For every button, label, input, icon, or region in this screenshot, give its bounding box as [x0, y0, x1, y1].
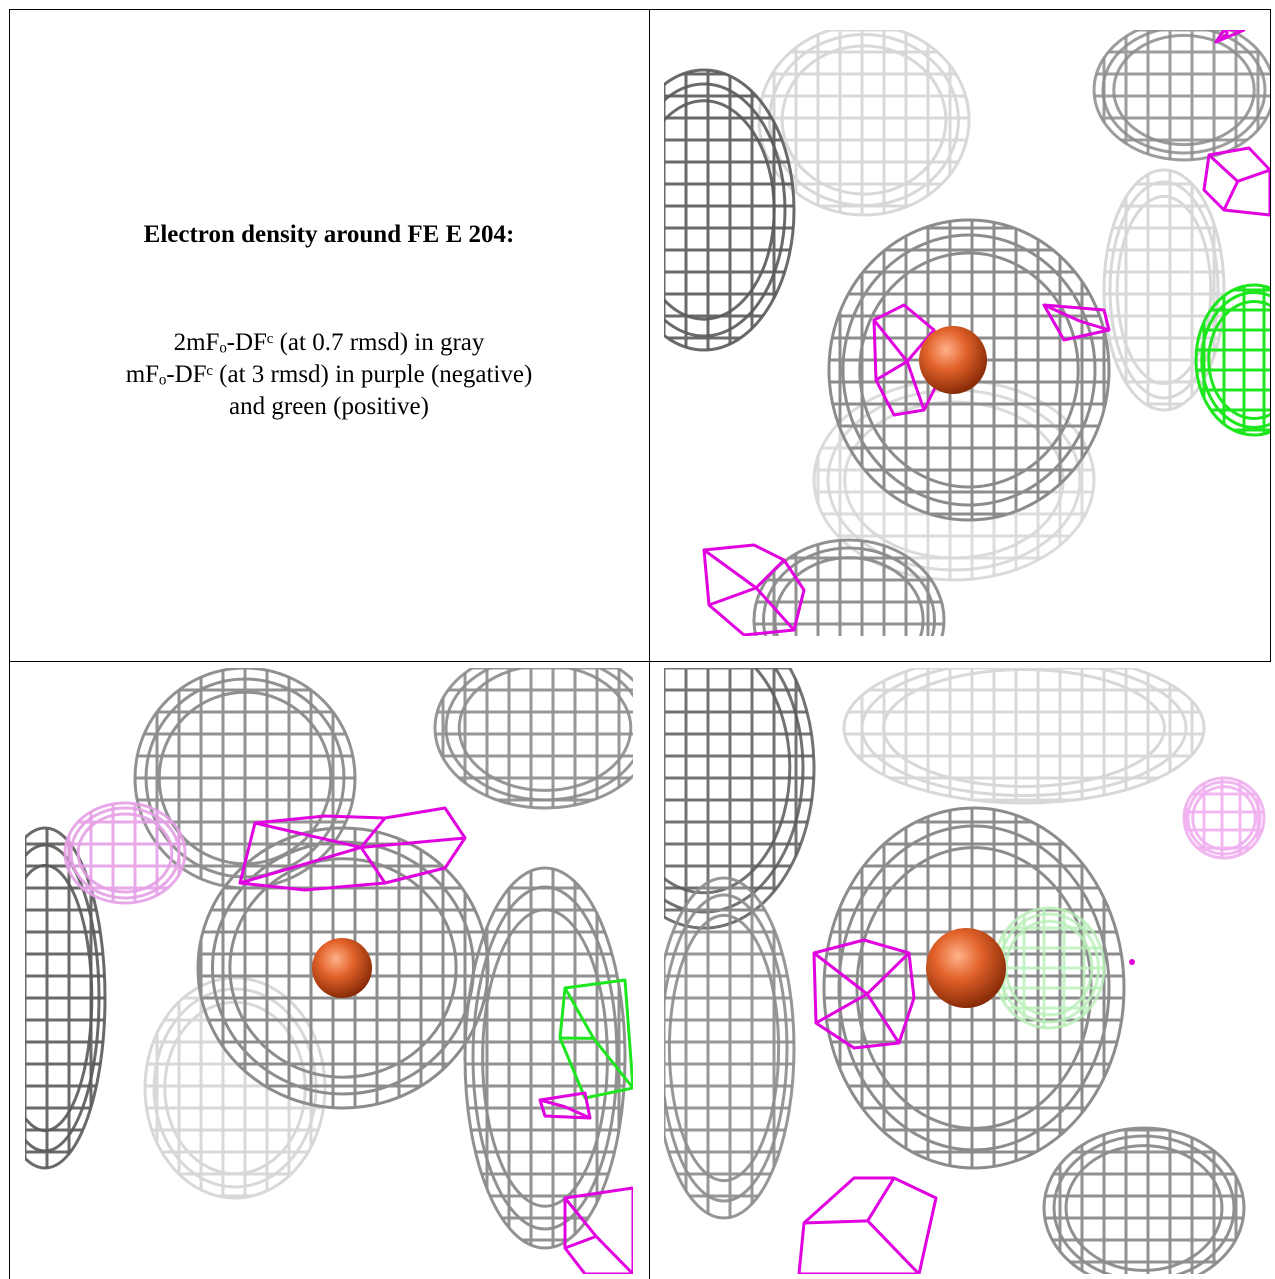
gray-mesh-bottom-right	[1044, 1128, 1244, 1274]
gray-mesh-left-contour	[664, 668, 816, 930]
gray-mesh-bottom	[754, 540, 944, 636]
fe-atom	[919, 326, 987, 394]
gray-mesh-bottom-right-contour	[1042, 1126, 1246, 1274]
gray-mesh-center-contour	[827, 218, 1111, 522]
divider-left	[9, 9, 10, 1279]
negative-density-bottom	[797, 1176, 938, 1274]
gray-mesh-top-contour	[842, 668, 1206, 805]
gray-mesh-top-right-contour	[433, 668, 633, 810]
negative-density-arm	[1042, 303, 1111, 342]
density-view-bottom-right	[664, 668, 1270, 1274]
gray-mesh-bottom-contour	[752, 538, 946, 636]
positive-density-right-contour	[1194, 283, 1270, 437]
caption-legend: 2mFₒ-DFᶜ (at 0.7 rmsd) in gray mFₒ-DFᶜ (…	[9, 327, 649, 423]
negative-density-small	[538, 1091, 592, 1120]
gray-mesh-top-right	[435, 668, 633, 808]
fe-atom	[312, 938, 372, 998]
gray-mesh-upper	[135, 668, 355, 888]
density-view-top-right	[664, 30, 1270, 636]
gray-mesh-lower-left-contour	[664, 876, 796, 1220]
gray-mesh-lower-left	[664, 878, 794, 1218]
negative-density-faint-contour	[1182, 776, 1266, 860]
gray-mesh-right	[465, 868, 625, 1248]
electron-density-view-icon	[25, 668, 633, 1274]
negative-density-faint-contour	[63, 801, 187, 905]
gray-mesh-left	[664, 668, 814, 928]
gray-mesh-upper-contour	[757, 30, 971, 217]
negative-density-top-right	[1202, 146, 1270, 217]
caption-cell: Electron density around FE E 204: 2mFₒ-D…	[9, 9, 649, 661]
positive-density-right	[1196, 285, 1270, 435]
divider-top	[9, 9, 1271, 10]
negative-density-bottom-right	[563, 1186, 633, 1274]
gray-mesh-right	[1104, 170, 1224, 410]
positive-density-right	[558, 978, 633, 1100]
gray-mesh-upper	[759, 30, 969, 215]
negative-density-bottom	[702, 543, 806, 636]
gray-mesh-lower-contour	[812, 378, 1096, 582]
legend-line-green: and green (positive)	[229, 393, 429, 420]
gray-mesh-lower-contour	[143, 976, 327, 1200]
gray-mesh-right-contour	[1102, 168, 1226, 412]
gray-mesh-left-contour	[25, 826, 107, 1170]
fe-atom	[926, 928, 1006, 1008]
electron-density-view-icon	[664, 30, 1270, 636]
divider-right	[1270, 9, 1271, 661]
gray-mesh-left-contour	[664, 68, 796, 352]
gray-mesh-top-right-contour	[1092, 30, 1270, 162]
negative-density-dot	[1129, 959, 1135, 965]
negative-density-faint	[1184, 778, 1264, 858]
divider-center	[649, 9, 650, 1279]
legend-line-gray: 2mFₒ-DFᶜ (at 0.7 rmsd) in gray	[173, 329, 485, 356]
gray-mesh-right-contour	[463, 866, 627, 1250]
density-view-bottom-left	[25, 668, 633, 1274]
negative-density-left	[812, 938, 916, 1050]
negative-density-center	[872, 303, 946, 417]
caption-title: Electron density around FE E 204:	[143, 221, 515, 248]
negative-density-corner	[1214, 30, 1246, 44]
negative-density-upper	[238, 806, 467, 892]
legend-line-purple: mFₒ-DFᶜ (at 3 rmsd) in purple (negative)	[125, 361, 533, 388]
electron-density-view-icon	[664, 668, 1266, 1274]
divider-middle	[9, 661, 1271, 662]
